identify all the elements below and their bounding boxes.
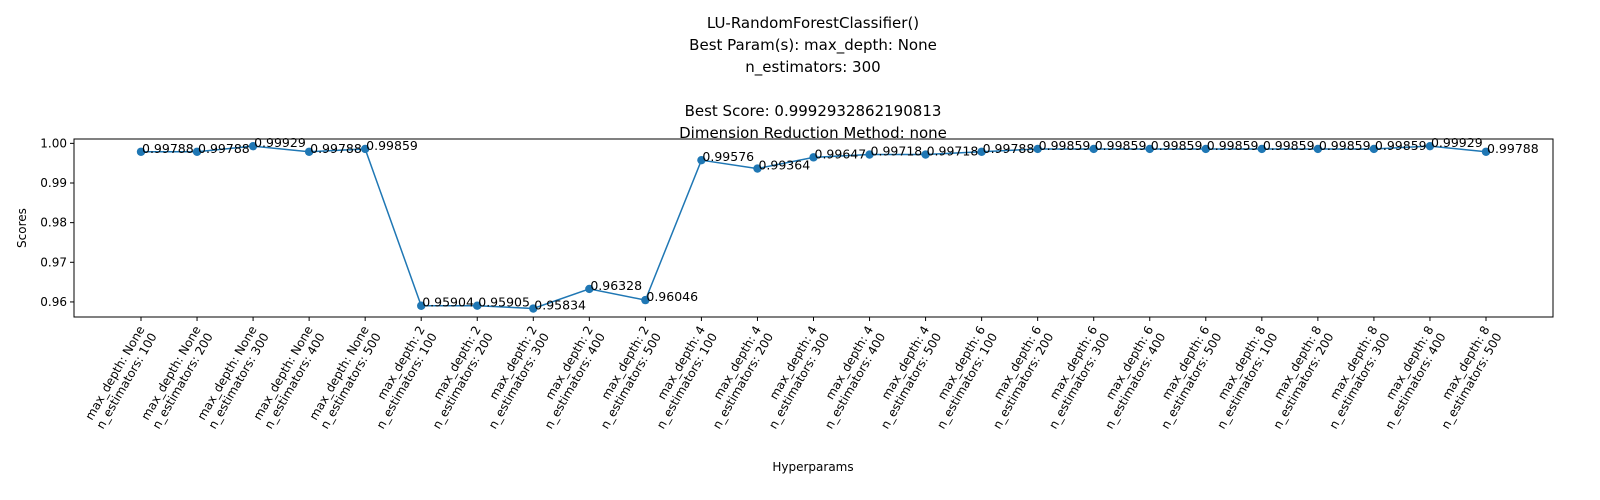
data-label: 0.99859 — [1095, 138, 1147, 153]
y-tick-label: 0.98 — [40, 216, 67, 230]
data-point — [1201, 144, 1210, 154]
data-label: 0.99929 — [1431, 135, 1483, 150]
x-axis: max_depth: Nonen_estimators: 100max_dept… — [82, 317, 1505, 431]
data-point — [192, 147, 202, 156]
data-label: 0.95904 — [422, 295, 474, 310]
data-label: 0.99576 — [702, 149, 754, 164]
x-axis-label: Hyperparams — [772, 460, 853, 474]
series-line-path — [141, 145, 1487, 310]
data-point — [809, 153, 818, 162]
data-point — [697, 155, 706, 165]
data-label: 0.99788 — [1487, 141, 1539, 156]
title-line: Dimension Reduction Method: none — [679, 124, 947, 142]
chart-title: LU-RandomForestClassifier() Best Param(s)… — [679, 14, 947, 142]
data-label: 0.99788 — [310, 141, 362, 156]
data-label: 0.99859 — [1039, 138, 1091, 153]
data-point — [1089, 144, 1098, 154]
data-point — [1425, 141, 1435, 151]
data-label: 0.96046 — [646, 289, 698, 304]
data-label: 0.99718 — [927, 144, 979, 159]
data-point — [473, 301, 482, 310]
data-label: 0.99788 — [142, 141, 194, 156]
data-label: 0.95905 — [478, 295, 530, 310]
data-point — [1313, 144, 1323, 154]
data-point — [529, 304, 538, 313]
data-label: 0.99859 — [1319, 138, 1371, 153]
y-tick-label: 1.00 — [40, 136, 67, 150]
data-point — [136, 147, 146, 156]
y-tick-label: 0.97 — [40, 255, 67, 269]
data-point — [585, 284, 594, 294]
data-label: 0.99859 — [1263, 138, 1315, 153]
data-point — [921, 150, 930, 159]
y-axis-label: Scores — [15, 208, 29, 248]
data-label: 0.99859 — [366, 138, 418, 153]
y-tick-label: 0.99 — [40, 176, 67, 190]
series-line — [136, 141, 1491, 313]
data-point — [1033, 144, 1042, 154]
data-label: 0.99364 — [758, 158, 810, 173]
data-point — [865, 150, 874, 159]
title-line: Best Score: 0.9992932862190813 — [685, 102, 942, 120]
data-label: 0.99859 — [1207, 138, 1259, 153]
title-line: n_estimators: 300 — [745, 58, 880, 77]
data-label: 0.99718 — [871, 144, 923, 159]
data-point — [1481, 147, 1491, 156]
title-line: LU-RandomForestClassifier() — [707, 14, 919, 32]
data-point — [1369, 144, 1379, 154]
title-line: Best Param(s): max_depth: None — [689, 36, 937, 55]
data-label: 0.99859 — [1375, 138, 1427, 153]
data-label: 0.99647 — [815, 146, 867, 161]
plot-area — [73, 138, 1554, 318]
data-label: 0.99929 — [254, 135, 306, 150]
data-point — [977, 147, 986, 156]
data-point — [1145, 144, 1154, 154]
data-point — [641, 295, 650, 305]
data-label: 0.99788 — [983, 141, 1035, 156]
data-point — [360, 144, 370, 154]
data-point — [417, 301, 426, 310]
data-label: 0.99859 — [1151, 138, 1203, 153]
data-label: 0.99788 — [198, 141, 250, 156]
data-label: 0.95834 — [534, 298, 586, 313]
data-point — [1257, 144, 1267, 154]
data-labels: 0.99788 0.99788 0.99929 0.99788 0.99859 0.959… — [142, 135, 1539, 312]
data-point — [248, 141, 258, 151]
data-point — [304, 147, 314, 156]
data-label: 0.96328 — [590, 278, 642, 293]
y-tick-label: 0.96 — [40, 295, 67, 309]
y-axis: 0.96 0.97 0.98 0.99 1.00 — [40, 136, 74, 309]
data-point — [753, 164, 762, 173]
